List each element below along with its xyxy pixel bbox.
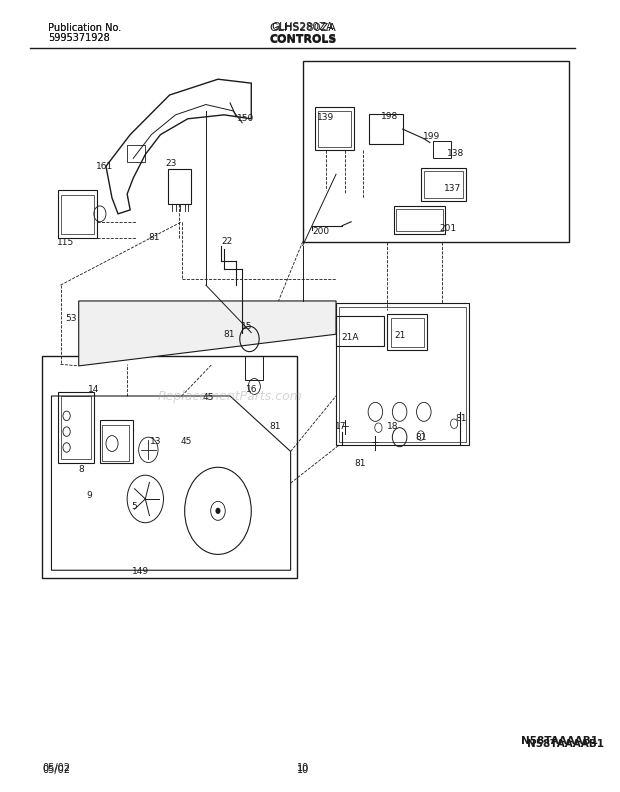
Bar bbox=[246, 356, 264, 380]
Bar bbox=[336, 303, 469, 445]
Text: 16: 16 bbox=[246, 385, 257, 394]
Bar bbox=[370, 114, 402, 144]
Text: ReplacementParts.com: ReplacementParts.com bbox=[157, 390, 303, 402]
Text: 137: 137 bbox=[445, 184, 461, 193]
Text: 14: 14 bbox=[88, 385, 100, 394]
Bar bbox=[336, 316, 384, 346]
Text: 21A: 21A bbox=[341, 333, 359, 342]
Text: 53: 53 bbox=[66, 314, 78, 323]
Text: 23: 23 bbox=[165, 159, 177, 169]
Text: 198: 198 bbox=[381, 112, 398, 121]
Text: 200: 200 bbox=[312, 227, 329, 236]
Bar bbox=[168, 169, 192, 204]
Text: 81: 81 bbox=[415, 432, 427, 442]
Text: 81: 81 bbox=[223, 329, 234, 339]
Polygon shape bbox=[79, 301, 336, 366]
Text: 150: 150 bbox=[237, 114, 254, 124]
Text: 8: 8 bbox=[79, 465, 84, 474]
Text: 9: 9 bbox=[87, 491, 92, 501]
Text: 15: 15 bbox=[241, 322, 253, 331]
Text: 18: 18 bbox=[387, 421, 398, 431]
Bar bbox=[318, 111, 351, 147]
Text: 139: 139 bbox=[317, 112, 334, 122]
Text: N58TAAAAB1: N58TAAAAB1 bbox=[521, 736, 598, 745]
Bar bbox=[315, 107, 354, 150]
Bar bbox=[394, 206, 445, 234]
Text: CONTROLS: CONTROLS bbox=[269, 34, 337, 44]
Text: 81: 81 bbox=[149, 233, 160, 242]
Text: 199: 199 bbox=[422, 131, 440, 141]
Text: GLHS280ZA: GLHS280ZA bbox=[272, 22, 334, 32]
Text: 10: 10 bbox=[296, 765, 309, 775]
Bar bbox=[421, 168, 466, 201]
Text: 05/02: 05/02 bbox=[42, 763, 71, 773]
Text: 22: 22 bbox=[221, 237, 232, 246]
Text: 81: 81 bbox=[270, 421, 281, 431]
Text: 21: 21 bbox=[394, 331, 405, 341]
Text: 45: 45 bbox=[203, 393, 214, 402]
Bar bbox=[127, 145, 145, 162]
Text: 149: 149 bbox=[132, 567, 149, 577]
Circle shape bbox=[216, 508, 219, 513]
Text: 10: 10 bbox=[296, 763, 309, 773]
Text: 13: 13 bbox=[150, 436, 161, 446]
Text: 138: 138 bbox=[446, 149, 464, 158]
Text: 5: 5 bbox=[131, 502, 137, 512]
Text: GLHS280ZA: GLHS280ZA bbox=[269, 23, 336, 32]
Text: Publication No.: Publication No. bbox=[48, 23, 122, 32]
Text: 17: 17 bbox=[335, 421, 346, 431]
Bar bbox=[339, 307, 466, 442]
Bar bbox=[396, 209, 443, 231]
Text: 115: 115 bbox=[57, 238, 74, 247]
Text: CONTROLS: CONTROLS bbox=[269, 35, 337, 44]
Bar bbox=[424, 171, 463, 198]
Text: 81: 81 bbox=[355, 459, 366, 468]
Bar bbox=[42, 356, 297, 578]
Bar bbox=[433, 141, 451, 158]
Bar bbox=[61, 396, 91, 459]
Bar bbox=[58, 190, 97, 238]
Bar bbox=[102, 425, 129, 461]
Bar bbox=[391, 318, 424, 347]
Text: 5995371928: 5995371928 bbox=[48, 33, 110, 43]
Bar bbox=[303, 61, 569, 242]
Bar bbox=[388, 314, 427, 350]
Text: Publication No.: Publication No. bbox=[48, 23, 122, 32]
Bar bbox=[61, 195, 94, 234]
Text: 05/02: 05/02 bbox=[42, 765, 71, 775]
Text: 201: 201 bbox=[440, 223, 456, 233]
Text: 45: 45 bbox=[180, 436, 192, 446]
Text: 161: 161 bbox=[95, 162, 113, 171]
Text: N58TAAAAB1: N58TAAAAB1 bbox=[527, 740, 604, 749]
Bar bbox=[58, 392, 94, 463]
Bar bbox=[100, 420, 133, 463]
Text: 5995371928: 5995371928 bbox=[48, 33, 110, 43]
Text: 81: 81 bbox=[456, 413, 467, 423]
